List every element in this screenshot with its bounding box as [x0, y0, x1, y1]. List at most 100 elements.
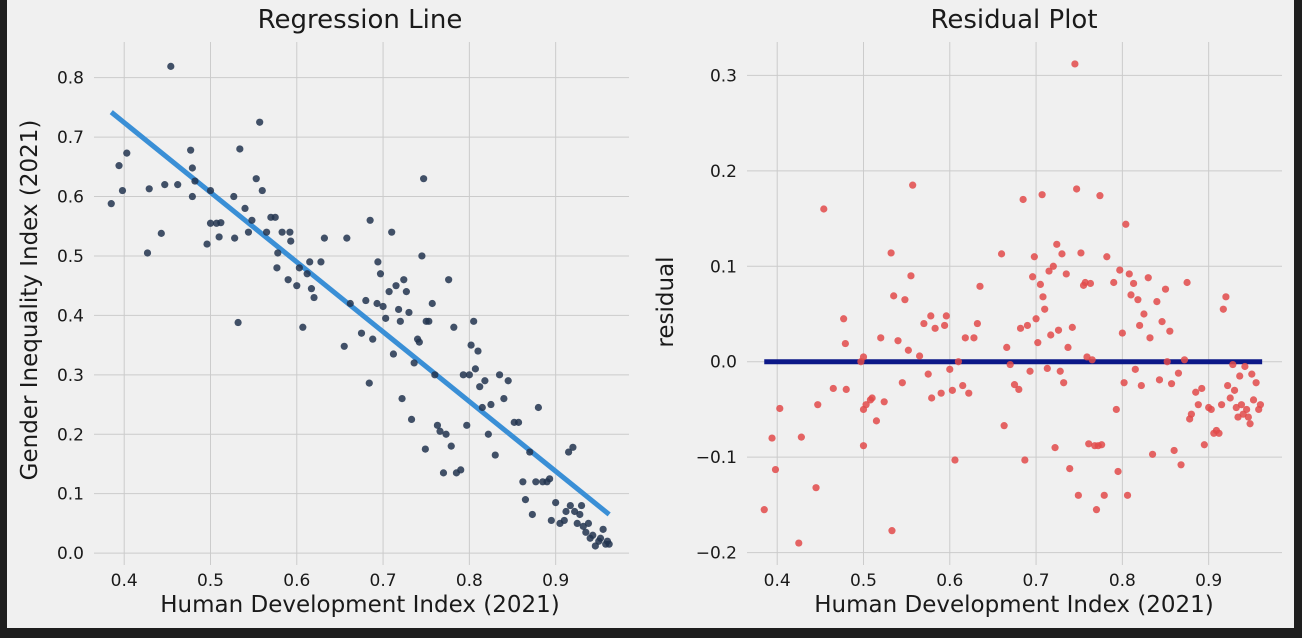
- data-point: [303, 270, 311, 278]
- data-point: [470, 317, 478, 325]
- x-tick-label: 0.6: [936, 571, 963, 591]
- data-point: [1053, 240, 1061, 248]
- data-point: [976, 282, 984, 290]
- data-point: [415, 338, 423, 346]
- data-point: [420, 175, 428, 183]
- regression-line-chart: 0.4 0.5 0.6 0.7 0.8 0.9 0.0 0.1 0.2 0.3 0.4 0.5 0.6 0…: [17, 5, 629, 618]
- data-point: [842, 385, 850, 393]
- data-point: [862, 401, 870, 409]
- data-point: [1222, 293, 1230, 301]
- data-point: [248, 216, 256, 224]
- data-point: [425, 317, 433, 325]
- y-tick-label: 0.8: [57, 69, 84, 89]
- chart-figure-svg: 0.4 0.5 0.6 0.7 0.8 0.90.00.10.20.30.40.50.60…: [17, 5, 1282, 618]
- data-point: [1088, 356, 1096, 364]
- data-point: [395, 305, 403, 314]
- data-point: [1236, 372, 1244, 380]
- data-point: [904, 346, 912, 354]
- data-point: [320, 234, 328, 242]
- data-point: [877, 334, 885, 342]
- data-point: [491, 451, 499, 459]
- data-point: [576, 510, 584, 519]
- data-point: [841, 339, 849, 348]
- data-point: [1170, 446, 1178, 455]
- data-point: [970, 334, 978, 342]
- data-point: [467, 341, 475, 349]
- x-tick-label: 0.7: [370, 571, 397, 591]
- data-point: [820, 205, 828, 213]
- x-tick-label: 0.5: [850, 571, 877, 591]
- data-point: [589, 531, 597, 539]
- data-point: [286, 228, 294, 236]
- data-point: [476, 383, 484, 391]
- data-point: [143, 249, 152, 257]
- data-point: [1198, 384, 1206, 393]
- data-point: [373, 299, 381, 308]
- data-point: [812, 484, 820, 492]
- data-point: [1158, 318, 1166, 326]
- data-point: [973, 319, 981, 328]
- data-point: [1092, 506, 1101, 514]
- data-point: [310, 293, 318, 302]
- data-point: [1047, 331, 1055, 339]
- data-point: [439, 469, 448, 477]
- data-point: [459, 371, 467, 379]
- data-point: [1123, 491, 1132, 499]
- data-point: [528, 510, 536, 519]
- data-point: [1058, 250, 1066, 258]
- data-point: [293, 282, 301, 290]
- data-point: [307, 285, 316, 293]
- data-point: [1243, 405, 1251, 414]
- data-point: [433, 421, 442, 429]
- data-point: [546, 475, 554, 483]
- chart-title: Residual Plot: [930, 5, 1097, 35]
- data-point: [366, 216, 374, 224]
- data-point: [1116, 266, 1124, 274]
- data-point: [244, 228, 253, 236]
- data-point: [582, 528, 590, 536]
- data-point: [1136, 321, 1144, 330]
- data-point: [776, 404, 784, 413]
- data-point: [1060, 379, 1068, 387]
- data-point: [1032, 315, 1040, 323]
- data-point: [1096, 192, 1104, 200]
- data-point: [1256, 401, 1265, 409]
- data-point: [1114, 467, 1122, 476]
- data-point: [145, 185, 153, 193]
- data-point: [840, 315, 848, 323]
- data-point: [564, 448, 573, 456]
- data-point: [1086, 279, 1095, 288]
- data-point: [465, 371, 473, 379]
- data-point: [829, 384, 837, 393]
- data-point: [374, 258, 382, 266]
- data-point: [1177, 461, 1185, 469]
- x-tick-label: 0.4: [111, 571, 138, 591]
- y-tick-label: 0.3: [57, 366, 84, 386]
- data-point: [566, 501, 574, 510]
- y-tick-label: 0.0: [57, 544, 84, 564]
- data-point: [1038, 191, 1046, 199]
- data-point: [1144, 274, 1152, 282]
- plot-area: [94, 42, 629, 565]
- data-point: [954, 358, 963, 366]
- data-point: [274, 249, 282, 257]
- data-point: [907, 272, 915, 280]
- data-point: [514, 418, 523, 426]
- data-point: [1219, 305, 1227, 313]
- data-point: [284, 276, 292, 284]
- data-point: [951, 456, 959, 464]
- data-point: [519, 478, 527, 486]
- data-point: [888, 527, 896, 535]
- data-point: [1036, 280, 1044, 289]
- data-point: [295, 264, 303, 272]
- data-point: [569, 443, 577, 451]
- x-tick-label: 0.9: [542, 571, 569, 591]
- data-point: [157, 229, 165, 237]
- data-point: [547, 516, 555, 525]
- data-point: [487, 400, 495, 409]
- data-point: [596, 534, 605, 542]
- y-axis-label: Gender Inequality Index (2021): [17, 120, 43, 481]
- data-point: [1129, 279, 1138, 288]
- data-point: [388, 228, 396, 236]
- data-point: [1161, 285, 1170, 293]
